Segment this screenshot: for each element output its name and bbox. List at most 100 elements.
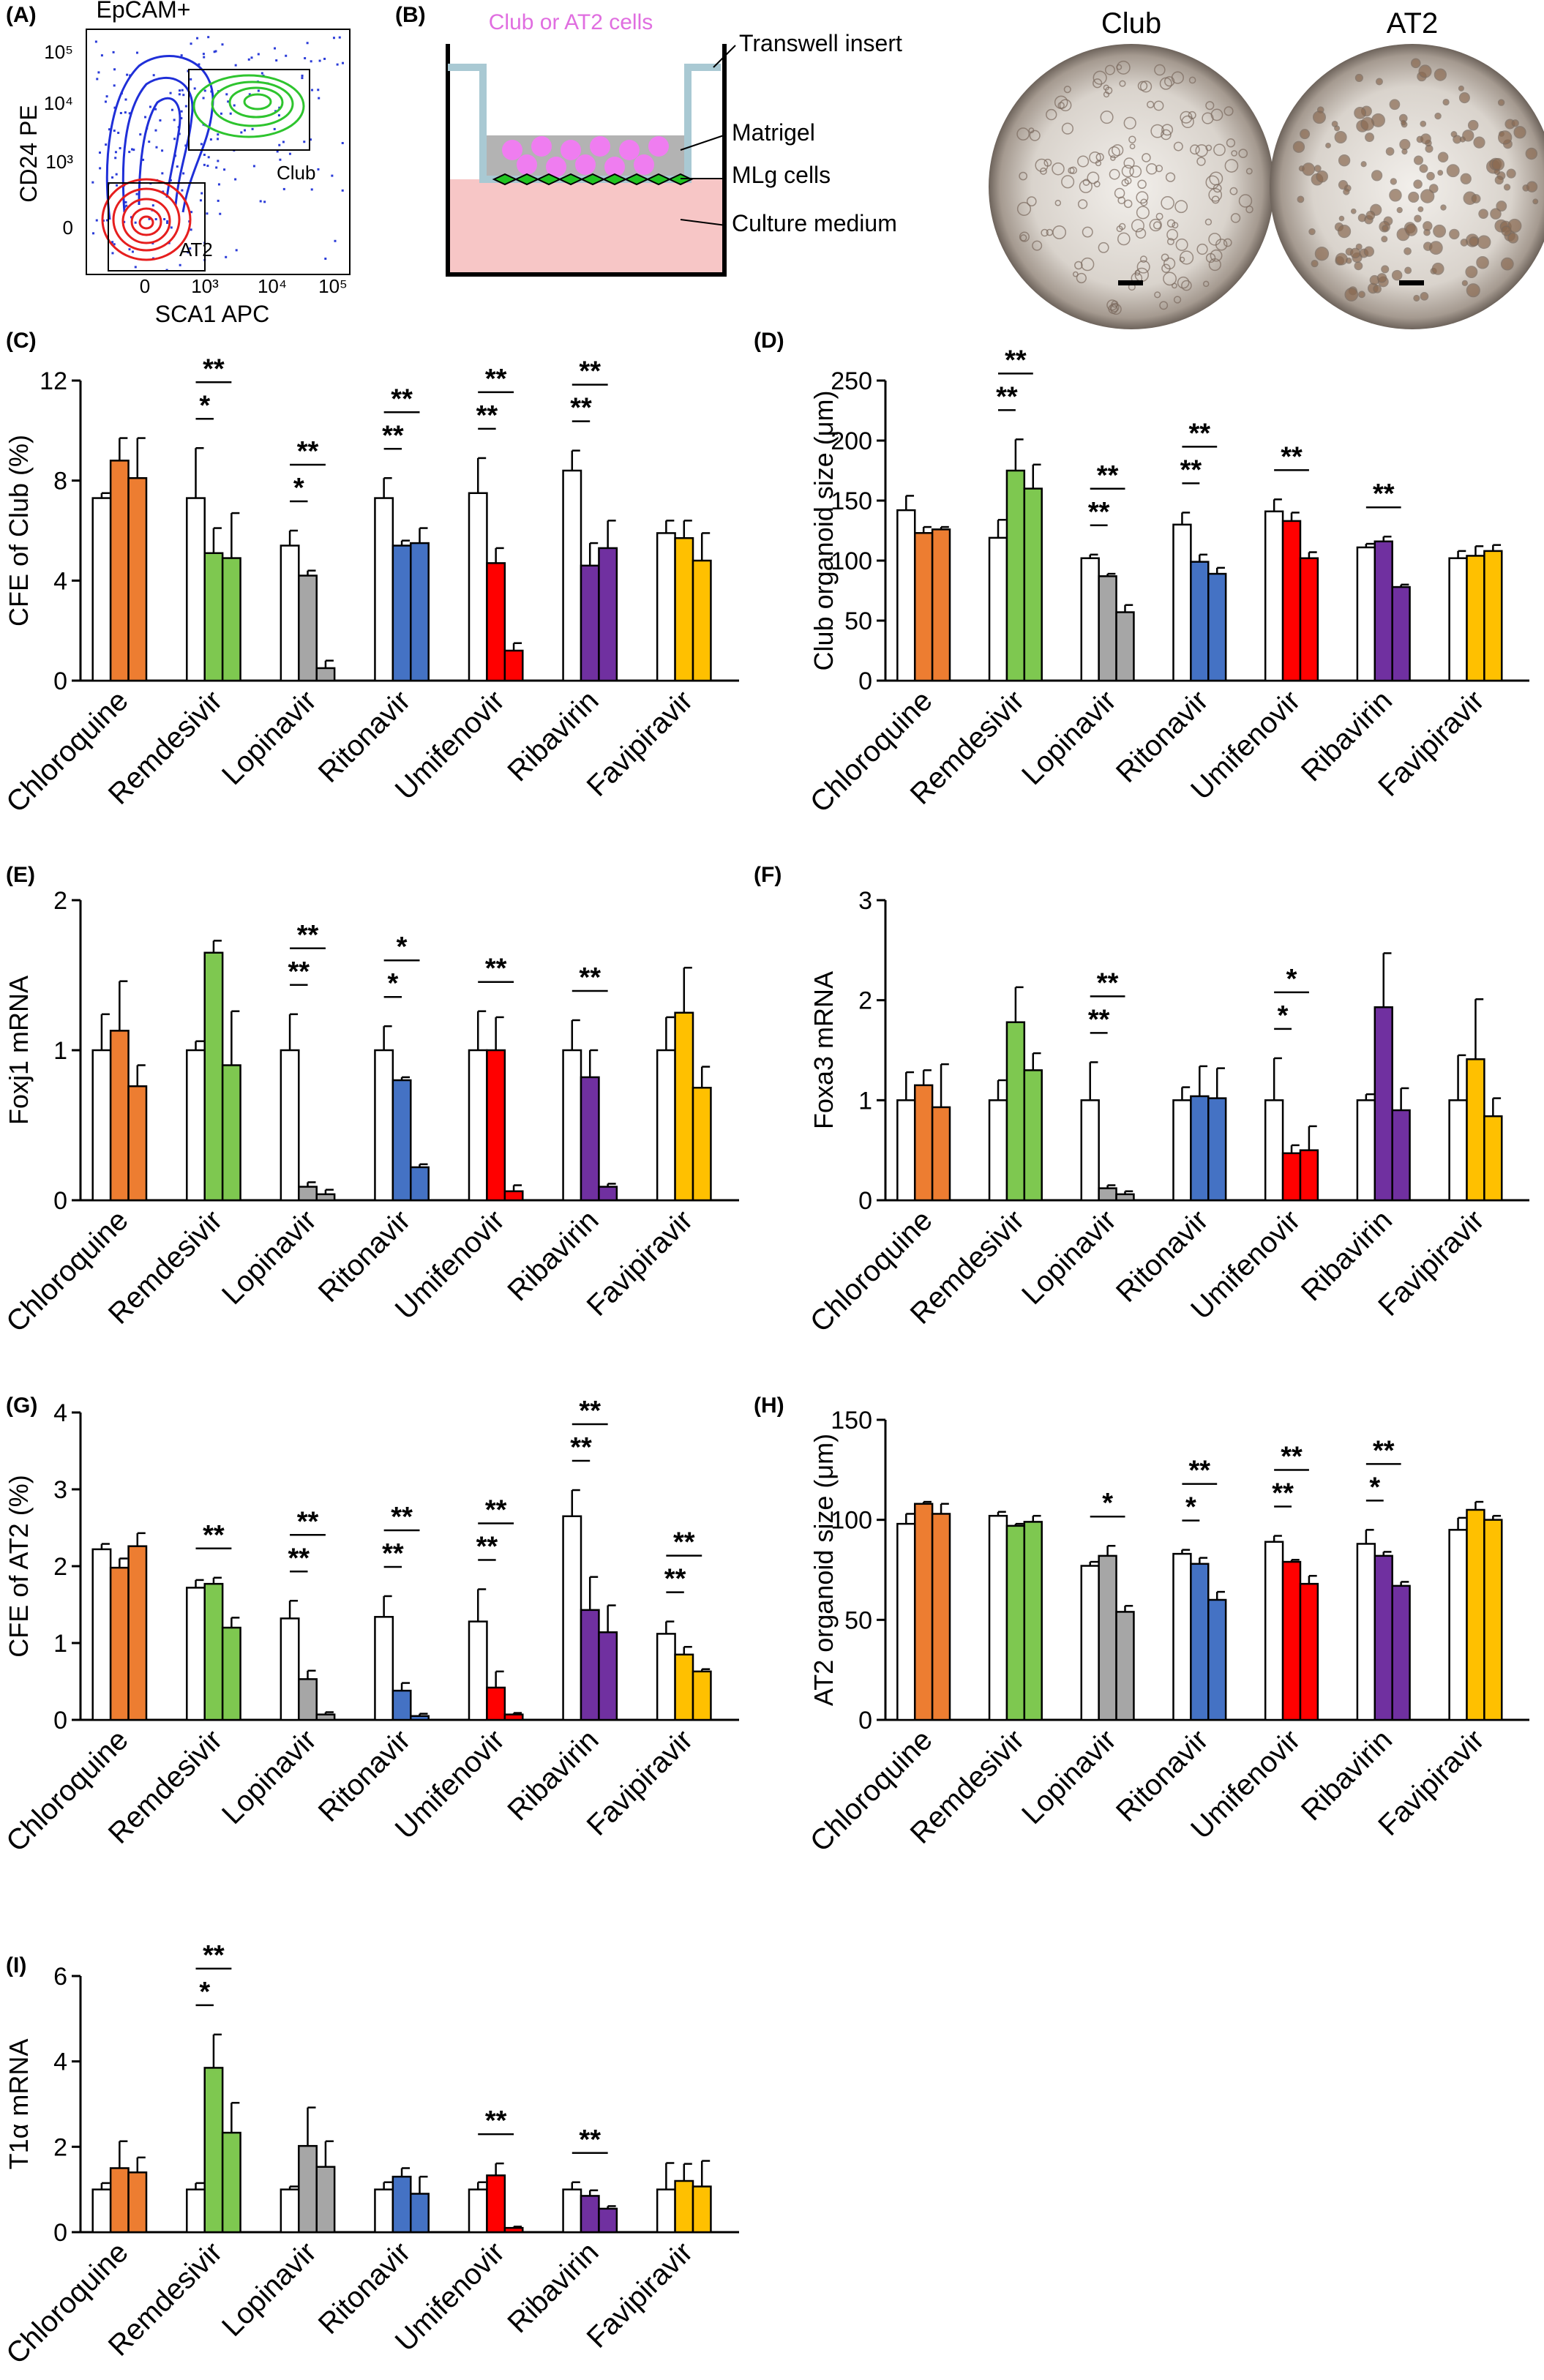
organoid	[1149, 218, 1162, 232]
flow-event-dot	[207, 156, 210, 159]
y-axis-label: Foxj1 mRNA	[4, 976, 34, 1125]
flow-event-dot	[248, 93, 251, 96]
bar-treated-1	[1374, 1006, 1393, 1202]
organoid	[1052, 225, 1067, 239]
organoid	[1476, 255, 1489, 269]
flow-event-dot	[198, 63, 201, 66]
bar-treated-2	[221, 1626, 241, 1721]
flow-event-dot	[209, 138, 212, 141]
bar-group-ribavirin: **Ribavirin	[501, 962, 618, 1307]
organoid	[1467, 119, 1479, 131]
flow-event-dot	[263, 201, 266, 203]
organoid	[1404, 266, 1412, 274]
bar-treated-2	[1207, 572, 1227, 682]
bar-treated-1	[1098, 1187, 1117, 1202]
y-tick-label: 200	[831, 427, 872, 455]
organoid	[1231, 150, 1237, 157]
bar-control	[280, 545, 300, 682]
sig-label: *	[1278, 1000, 1289, 1031]
bar-treated-2	[1299, 1582, 1319, 1721]
organoid	[1365, 210, 1376, 220]
flow-event-dot	[184, 105, 187, 108]
organoid	[1302, 162, 1316, 176]
y-tick-label: 50	[844, 607, 872, 635]
y-tick-label: 4	[53, 1399, 67, 1427]
organoid	[1365, 132, 1374, 143]
bar-treated-2	[598, 547, 618, 682]
flow-event-dot	[95, 219, 98, 222]
flow-event-dot	[235, 249, 238, 252]
flow-event-dot	[163, 218, 166, 221]
at2-organoid-well	[1270, 44, 1544, 329]
bar-treated-2	[1391, 585, 1411, 682]
image-club-title: Club	[1101, 7, 1161, 40]
bar-treated-2	[931, 1106, 951, 1202]
flow-event-dot	[152, 74, 155, 77]
seeded-cell	[561, 140, 581, 160]
organoid	[1513, 126, 1526, 139]
sig-label: **	[297, 436, 319, 467]
organoid	[1458, 92, 1470, 104]
flow-event-dot	[119, 112, 122, 114]
organoid	[1153, 221, 1161, 230]
flow-event-dot	[275, 59, 278, 62]
organoid	[1104, 64, 1115, 75]
matrigel-label: Matrigel	[732, 119, 815, 146]
flow-event-dot	[124, 111, 127, 114]
organoid	[1460, 173, 1472, 184]
x-tick-label: Lopinavir	[1016, 684, 1123, 791]
bar-treated-1	[1005, 1021, 1026, 1202]
organoid	[1391, 269, 1403, 281]
flow-event-dot	[341, 142, 344, 145]
bar-control	[374, 1616, 394, 1721]
bar-treated-1	[1281, 1560, 1302, 1721]
bar-control	[468, 1049, 488, 1202]
bar-treated-2	[598, 1631, 618, 1721]
flow-event-dot	[139, 133, 142, 136]
bar-treated-2	[692, 559, 712, 682]
bar-treated-2	[1391, 1584, 1411, 1721]
sig-label: **	[485, 2106, 507, 2136]
organoid	[1229, 187, 1238, 195]
organoid	[1223, 238, 1232, 247]
bar-treated-2	[692, 2185, 712, 2234]
organoid	[1068, 167, 1075, 174]
sig-label: **	[203, 1520, 225, 1551]
organoid	[1371, 170, 1383, 182]
organoid	[1175, 238, 1188, 251]
flow-event-dot	[154, 218, 157, 221]
organoid	[1114, 187, 1125, 199]
organoid	[1437, 151, 1449, 163]
sig-label: **	[1189, 1456, 1211, 1486]
bar-treated-1	[391, 2175, 412, 2234]
bar-treated-2	[410, 542, 430, 682]
flow-event-dot	[276, 150, 279, 153]
organoid	[1154, 64, 1166, 76]
sig-label: **	[485, 364, 507, 394]
flow-event-dot	[161, 172, 164, 175]
organoid	[1173, 296, 1182, 304]
flow-event-dot	[332, 37, 335, 40]
seeded-cell	[619, 140, 640, 160]
flow-event-dot	[142, 158, 145, 161]
flow-xtick-4: 10⁵	[318, 275, 348, 297]
organoid	[1226, 138, 1236, 148]
flow-event-dot	[182, 172, 185, 175]
organoid	[1350, 208, 1357, 214]
organoid	[1297, 195, 1305, 203]
bar-treated-1	[203, 951, 224, 1202]
flow-event-dot	[170, 226, 173, 229]
flow-event-dot	[105, 219, 108, 222]
seeded-cell	[604, 157, 625, 177]
flow-event-dot	[113, 130, 116, 132]
organoid	[1121, 165, 1134, 178]
organoid	[1331, 120, 1338, 127]
bar-treated-1	[109, 2167, 130, 2234]
organoid	[1334, 130, 1347, 144]
y-axis-label: CFE of AT2 (%)	[4, 1475, 34, 1657]
bar-control	[656, 1049, 676, 1202]
sig-label: **	[288, 957, 310, 987]
flow-event-dot	[317, 168, 320, 171]
